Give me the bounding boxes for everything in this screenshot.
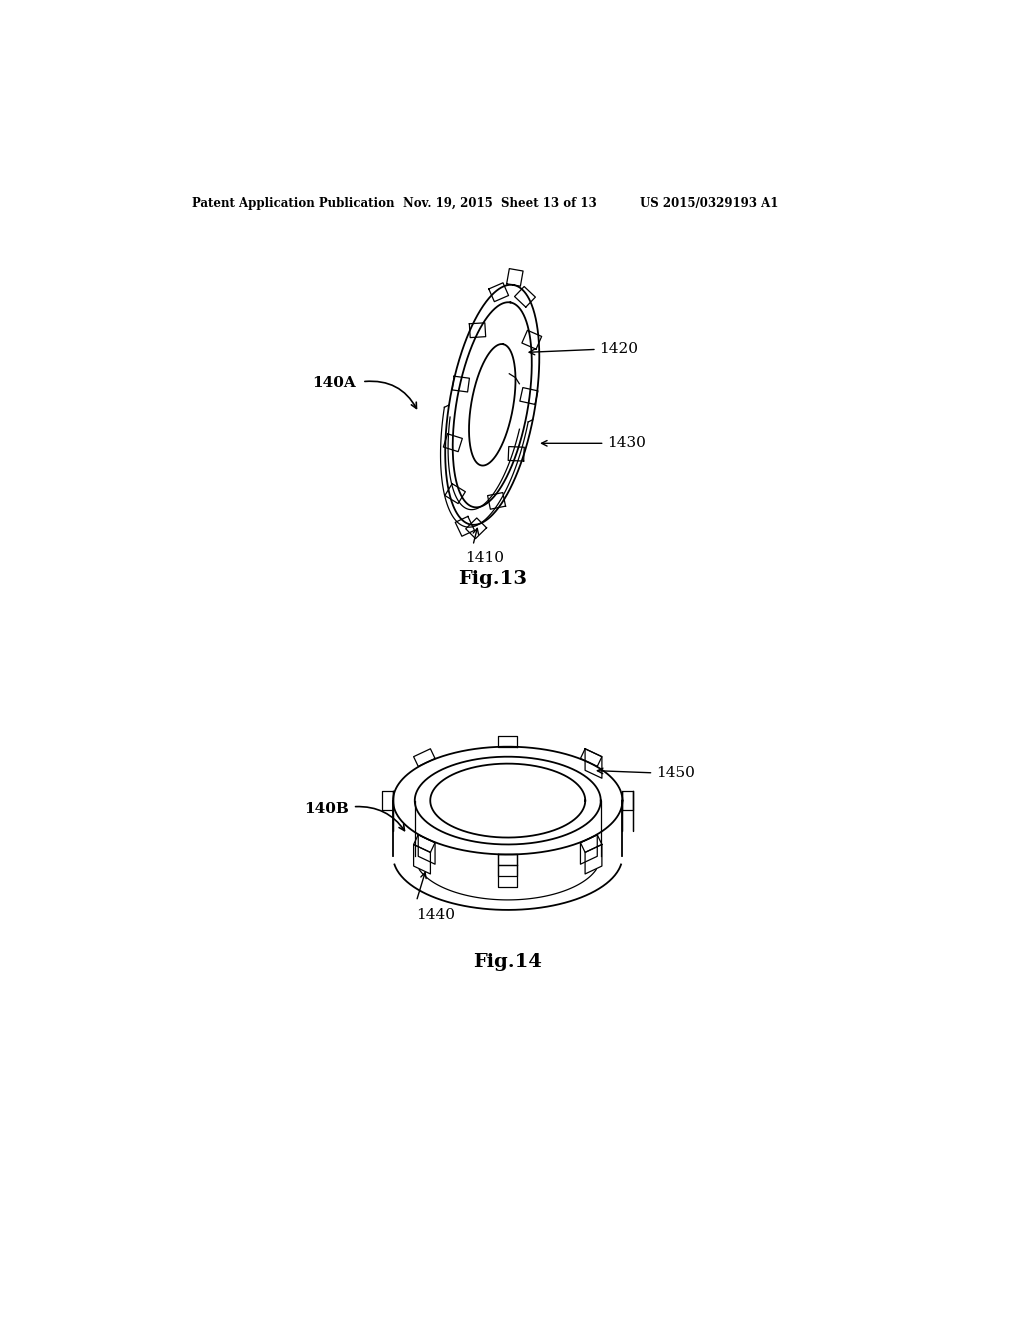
Text: 140B: 140B [304, 803, 349, 816]
Text: 1410: 1410 [465, 552, 504, 565]
Text: 140A: 140A [312, 376, 356, 391]
Text: Fig.13: Fig.13 [458, 570, 526, 589]
Text: 1430: 1430 [607, 437, 646, 450]
Text: 1450: 1450 [656, 766, 695, 780]
Text: Patent Application Publication: Patent Application Publication [191, 197, 394, 210]
Text: 1420: 1420 [599, 342, 638, 356]
Text: 1440: 1440 [417, 908, 456, 921]
Text: US 2015/0329193 A1: US 2015/0329193 A1 [640, 197, 778, 210]
Text: Nov. 19, 2015  Sheet 13 of 13: Nov. 19, 2015 Sheet 13 of 13 [403, 197, 597, 210]
Text: Fig.14: Fig.14 [473, 953, 542, 972]
